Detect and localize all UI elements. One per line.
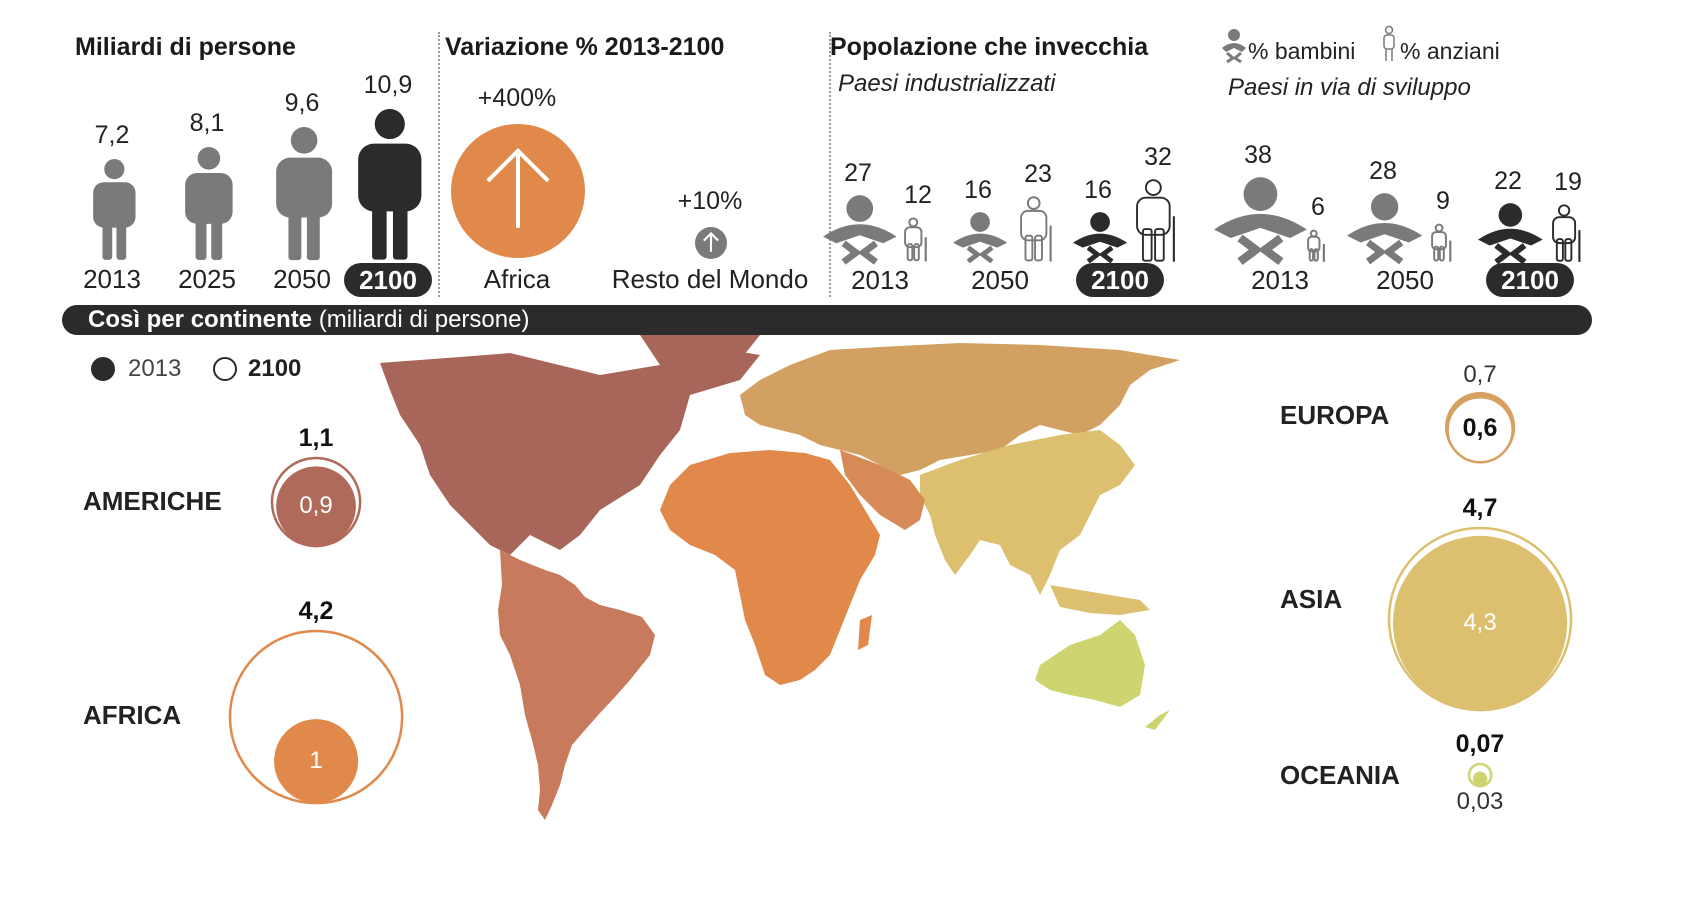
legend-elderly-label: % anziani xyxy=(1400,38,1500,64)
map-africa xyxy=(660,450,880,685)
map-oceania xyxy=(1035,620,1170,730)
baby-icon xyxy=(952,212,1008,264)
continent-section-title: Così per continente (miliardi di persone… xyxy=(88,306,530,333)
continent-name-europe: EUROPA xyxy=(1280,400,1390,430)
elderly-person-icon xyxy=(1383,25,1395,61)
elderly-person-icon xyxy=(1306,229,1325,262)
value-2100: 0,07 xyxy=(1455,729,1505,758)
bubble-africa xyxy=(228,629,404,805)
elderly-pct-value: 9 xyxy=(1436,186,1450,215)
divider-2 xyxy=(829,32,831,297)
children-pct-value: 16 xyxy=(964,176,992,205)
world-map xyxy=(380,335,1180,820)
population-value: 10,9 xyxy=(363,71,413,100)
bubble-2013 xyxy=(273,719,358,804)
bubble-2100 xyxy=(1467,762,1493,788)
year-pill-highlight: 2100 xyxy=(1076,263,1164,297)
bubble-2013 xyxy=(1472,771,1488,787)
population-value: 8,1 xyxy=(189,109,225,138)
elderly-person-icon xyxy=(1551,204,1581,262)
continent-name-asia: ASIA xyxy=(1280,584,1343,614)
population-title: Miliardi di persone xyxy=(75,33,296,61)
value-2100: 0,6 xyxy=(1462,414,1498,442)
children-pct-value: 28 xyxy=(1369,157,1397,186)
continent-section-bar xyxy=(62,305,1592,335)
population-value: 9,6 xyxy=(284,88,320,117)
year-label: 2050 xyxy=(1376,265,1434,295)
children-pct-value: 27 xyxy=(844,158,872,187)
bubble-americas xyxy=(270,456,362,548)
elderly-person-icon xyxy=(1430,223,1452,262)
value-2100: 4,7 xyxy=(1462,493,1498,522)
value-2013: 0,03 xyxy=(1456,788,1504,815)
variation-value: +400% xyxy=(477,84,557,112)
value-2013: 0,9 xyxy=(299,492,333,520)
bubble-2100 xyxy=(270,456,362,548)
map-americas xyxy=(380,335,760,820)
legend-2100-marker xyxy=(213,357,237,381)
year-label: 2013 xyxy=(83,264,141,294)
region-label: Africa xyxy=(483,264,551,294)
baby-icon xyxy=(823,194,897,265)
bubble-asia xyxy=(1387,526,1573,712)
children-pct-value: 38 xyxy=(1244,141,1272,170)
elderly-pct-value: 6 xyxy=(1311,192,1325,221)
year-label: 2050 xyxy=(273,264,331,294)
value-2013: 0,7 xyxy=(1463,361,1497,389)
divider-1 xyxy=(438,32,440,297)
bubble-europe xyxy=(1444,391,1516,464)
year-pill-highlight: 2100 xyxy=(1486,263,1574,297)
bubble-2100 xyxy=(1387,526,1573,712)
baby-icon xyxy=(1213,177,1307,266)
arrow-up-icon xyxy=(451,124,585,258)
person-icon xyxy=(358,109,422,260)
population-value: 7,2 xyxy=(94,121,130,150)
legend-2100-label: 2100 xyxy=(248,355,302,382)
year-label: 2025 xyxy=(178,264,236,294)
year-label: 2050 xyxy=(971,265,1029,295)
variation-value: +10% xyxy=(677,187,743,215)
continent-name-oceania: OCEANIA xyxy=(1280,760,1400,790)
arrow-up-icon xyxy=(695,227,727,259)
baby-icon xyxy=(1222,29,1246,64)
elderly-pct-value: 12 xyxy=(904,181,932,210)
baby-icon xyxy=(1347,193,1423,265)
children-pct-value: 22 xyxy=(1494,166,1522,195)
year-label: 2013 xyxy=(1251,265,1309,295)
value-2013: 4,3 xyxy=(1463,608,1497,636)
elderly-pct-value: 19 xyxy=(1554,167,1582,196)
legend-children-label: % bambini xyxy=(1248,38,1356,64)
person-icon xyxy=(92,159,136,260)
bubble-2013 xyxy=(276,466,356,547)
industrial-subtitle: Paesi industrializzati xyxy=(838,70,1056,97)
bubble-oceania xyxy=(1467,762,1493,788)
legend-2013-label: 2013 xyxy=(128,355,182,382)
elderly-pct-value: 32 xyxy=(1144,143,1172,172)
developing-subtitle: Paesi in via di sviluppo xyxy=(1228,74,1471,101)
baby-icon xyxy=(1477,202,1543,265)
year-pill-highlight: 2100 xyxy=(344,263,432,297)
bubble-2100 xyxy=(228,629,404,805)
variation-title: Variazione % 2013-2100 xyxy=(445,33,725,61)
region-label: Resto del Mondo xyxy=(611,264,809,294)
elderly-pct-value: 23 xyxy=(1024,160,1052,189)
children-pct-value: 16 xyxy=(1084,176,1112,205)
continent-name-americas: AMERICHE xyxy=(83,486,222,516)
aging-title: Popolazione che invecchia xyxy=(830,33,1149,61)
bubble-2100 xyxy=(1446,395,1514,464)
person-icon xyxy=(185,147,233,260)
value-2100: 4,2 xyxy=(298,596,334,625)
person-icon xyxy=(276,126,332,260)
elderly-person-icon xyxy=(1136,179,1176,262)
value-2100: 1,1 xyxy=(298,423,334,452)
elderly-person-icon xyxy=(1020,196,1052,262)
baby-icon xyxy=(1072,212,1128,264)
map-europe-asia xyxy=(740,343,1180,615)
year-label: 2013 xyxy=(851,265,909,295)
elderly-person-icon xyxy=(904,217,928,262)
value-2013: 1 xyxy=(309,747,323,775)
continent-name-africa: AFRICA xyxy=(83,700,182,730)
bubble-2013 xyxy=(1392,535,1568,711)
legend-2013-marker xyxy=(91,357,115,381)
